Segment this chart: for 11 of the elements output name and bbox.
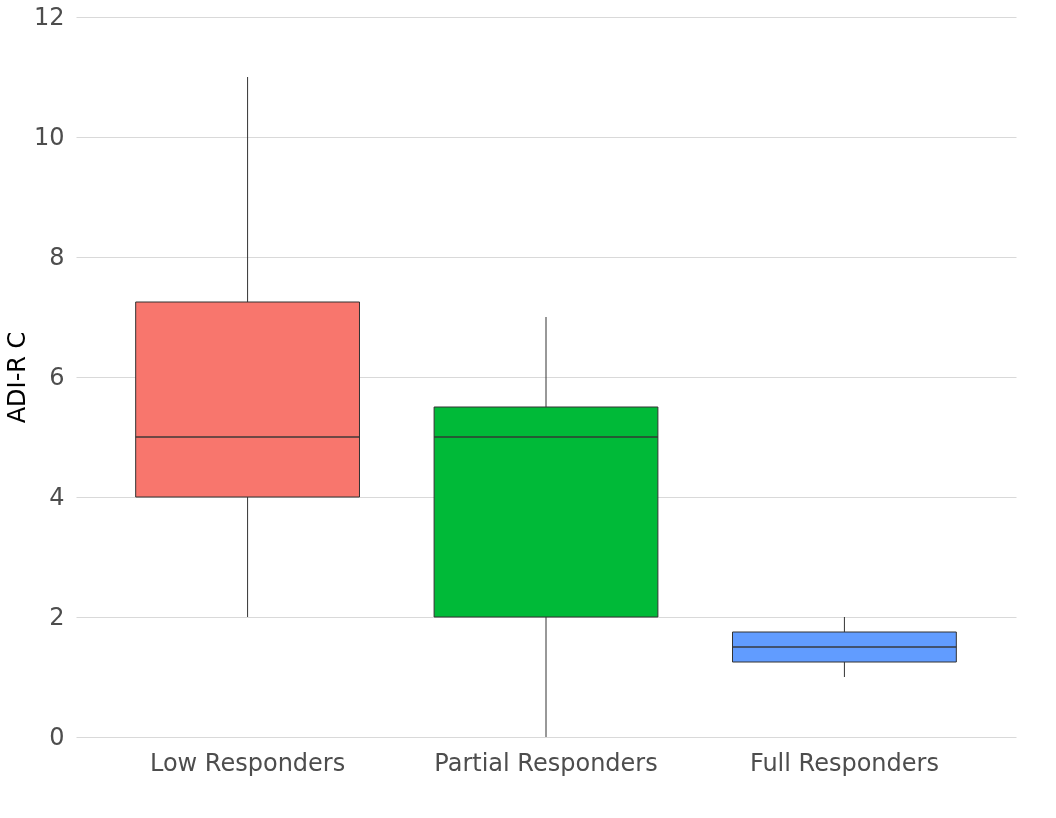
y-axis-title: ADI-R C <box>2 331 31 424</box>
x-tick-label: Partial Responders <box>434 748 658 777</box>
y-tick-label: 0 <box>49 722 65 751</box>
y-tick-label: 8 <box>49 242 65 271</box>
x-tick-label: Low Responders <box>149 748 346 777</box>
y-tick-label: 10 <box>33 122 65 151</box>
y-tick-label: 2 <box>49 602 65 631</box>
y-tick-label: 6 <box>49 362 65 391</box>
x-tick-label: Full Responders <box>749 748 939 777</box>
y-tick-label: 4 <box>49 482 65 511</box>
y-tick-label: 12 <box>33 2 65 31</box>
